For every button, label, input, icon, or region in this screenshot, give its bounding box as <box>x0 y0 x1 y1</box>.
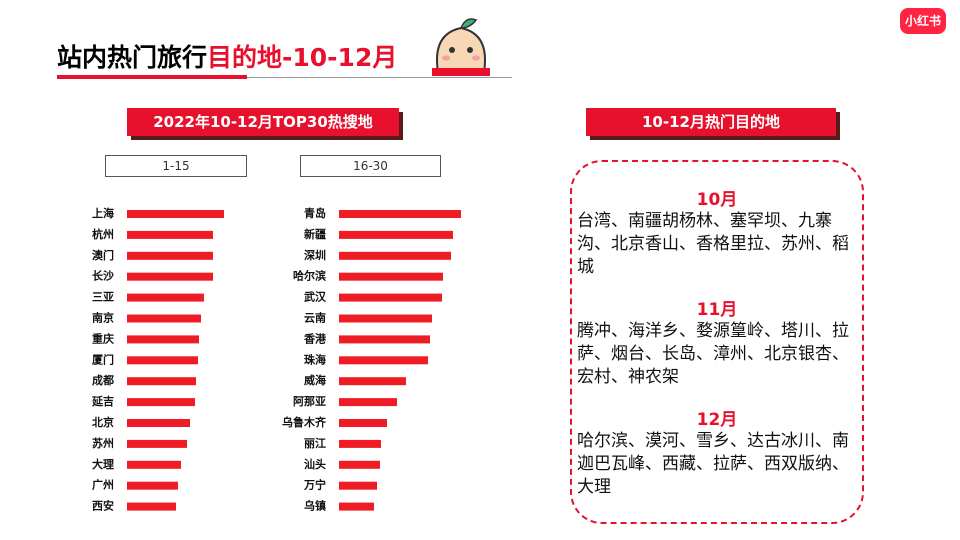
bar <box>339 377 406 386</box>
title-plain: 站内热门旅行 <box>57 43 208 72</box>
category-label: 深圳 <box>304 248 326 262</box>
bar <box>339 439 381 448</box>
category-label: 威海 <box>304 373 326 387</box>
category-label: 澳门 <box>92 248 114 262</box>
category-label: 北京 <box>92 415 114 429</box>
category-label: 阿那亚 <box>293 394 326 408</box>
category-label: 珠海 <box>304 352 326 366</box>
chart-title: 1-15 <box>105 155 247 177</box>
category-label: 南京 <box>92 311 114 325</box>
bar <box>127 502 176 511</box>
bar <box>127 439 187 448</box>
bar <box>339 502 374 511</box>
category-label: 丽江 <box>304 436 326 450</box>
category-label: 长沙 <box>92 269 114 283</box>
category-label: 成都 <box>92 373 114 387</box>
bar <box>127 335 199 344</box>
bar <box>339 210 461 218</box>
bar <box>339 314 432 323</box>
month-destinations: 腾冲、海洋乡、婺源篁岭、塔川、拉萨、烟台、长岛、漳州、北京银杏、宏村、神农架 <box>577 321 849 387</box>
category-label: 汕头 <box>304 457 326 471</box>
category-label: 西安 <box>92 499 114 513</box>
bar <box>127 230 213 239</box>
bar <box>127 314 201 323</box>
category-label: 青岛 <box>304 206 326 220</box>
category-label: 三亚 <box>92 291 114 304</box>
category-label: 大理 <box>92 457 114 471</box>
bar <box>127 419 190 427</box>
bar <box>339 460 380 469</box>
bar <box>127 251 213 260</box>
bar <box>339 230 453 239</box>
category-label: 广州 <box>92 478 114 492</box>
category-label: 杭州 <box>92 227 114 241</box>
category-label: 乌镇 <box>304 499 326 513</box>
month-list: 10月 台湾、南疆胡杨林、塞罕坝、九寨沟、北京香山、香格里拉、苏州、稻城 11月 腾冲… <box>577 185 857 499</box>
right-banner: 10-12月热门目的地 <box>586 108 836 136</box>
bar <box>127 293 204 302</box>
bar <box>339 481 377 490</box>
bar <box>127 210 224 218</box>
chart-title: 16-30 <box>300 155 441 177</box>
category-label: 万宁 <box>303 478 326 492</box>
category-label: 乌鲁木齐 <box>282 415 327 429</box>
bar <box>127 481 178 490</box>
month-heading: 11月 <box>696 300 738 320</box>
category-label: 上海 <box>92 206 114 220</box>
category-label: 延吉 <box>91 394 114 408</box>
bar <box>127 356 198 365</box>
month-destinations: 台湾、南疆胡杨林、塞罕坝、九寨沟、北京香山、香格里拉、苏州、稻城 <box>577 211 849 277</box>
title-accent: 目的地-10-12月 <box>207 43 398 72</box>
category-label: 云南 <box>304 311 326 325</box>
category-label: 香港 <box>303 331 327 345</box>
month-heading: 12月 <box>696 410 738 430</box>
bar <box>127 460 181 469</box>
title-rule <box>247 77 512 78</box>
category-label: 新疆 <box>304 227 326 241</box>
bar <box>339 251 451 260</box>
destination-panel <box>570 160 864 524</box>
title-underline <box>57 75 247 79</box>
category-label: 厦门 <box>92 352 114 366</box>
category-label: 重庆 <box>92 331 114 345</box>
logo: 小红书 <box>900 8 946 34</box>
mascot <box>432 18 490 76</box>
bar <box>339 398 397 407</box>
category-label: 苏州 <box>92 436 114 450</box>
bar <box>339 356 428 365</box>
bar <box>127 377 196 386</box>
bar <box>339 293 442 302</box>
bar <box>339 419 387 427</box>
bar <box>339 335 430 344</box>
bar <box>339 272 443 281</box>
title: 站内热门旅行目的地-10-12月 <box>57 38 397 74</box>
bar <box>127 272 213 281</box>
category-label: 武汉 <box>304 290 327 304</box>
month-heading: 10月 <box>696 190 738 210</box>
bar <box>127 398 195 407</box>
category-label: 哈尔滨 <box>293 269 326 283</box>
left-banner: 2022年10-12月TOP30热搜地 <box>127 108 399 136</box>
month-destinations: 哈尔滨、漠河、雪乡、达古冰川、南迦巴瓦峰、西藏、拉萨、西双版纳、大理 <box>577 431 849 497</box>
